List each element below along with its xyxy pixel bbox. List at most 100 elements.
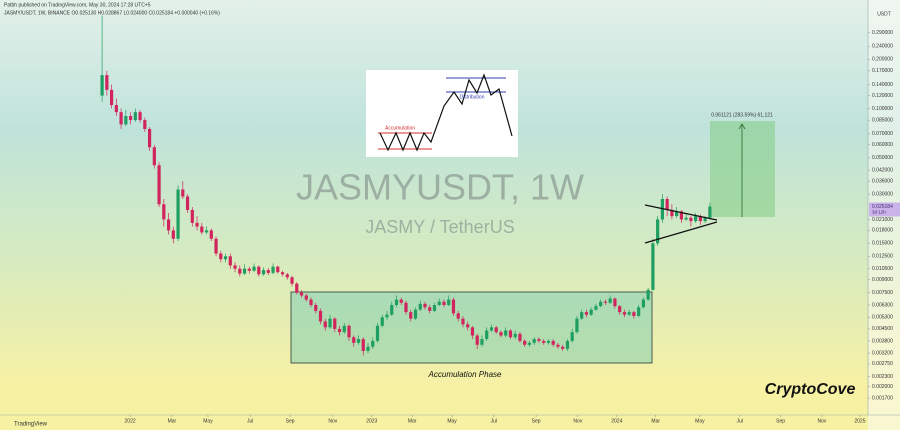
candle-body	[157, 165, 161, 205]
y-tick-label: 0.100000	[872, 106, 893, 112]
candle-body	[333, 318, 337, 329]
watermark: JASMYUSDT, 1W	[296, 167, 584, 208]
inset-label: Distribution	[459, 94, 484, 100]
candle-body	[371, 340, 375, 347]
candle-body	[679, 211, 683, 220]
candle-body	[527, 342, 532, 345]
publisher: Patbh published on TradingView.com, May …	[4, 2, 151, 8]
candle-body	[352, 337, 356, 343]
candle-body	[584, 312, 589, 315]
candle-body	[485, 330, 489, 340]
y-tick-label: 0.120000	[872, 93, 893, 99]
candle-body	[675, 211, 679, 217]
candle-body	[694, 216, 698, 222]
candle-body	[124, 116, 128, 125]
candle-body	[162, 204, 166, 220]
y-tick-label: 0.070000	[872, 131, 893, 137]
y-tick-label: 0.290000	[872, 30, 893, 36]
candle-body	[556, 344, 560, 347]
x-tick-label: Nov	[328, 418, 337, 424]
candle-body	[228, 256, 232, 266]
candle-body	[499, 332, 503, 336]
y-tick-label: 0.002300	[872, 374, 893, 380]
x-tick-label: Sep	[776, 418, 785, 424]
candle-body	[603, 301, 608, 303]
last-price-label: 0.025184	[872, 204, 893, 210]
candle-body	[342, 325, 346, 333]
candle-body	[418, 303, 422, 310]
candle-body	[447, 299, 451, 305]
candle-body	[181, 189, 185, 197]
y-tick-label: 0.003200	[872, 350, 893, 356]
candle-body	[380, 317, 384, 326]
candle-body	[494, 327, 498, 333]
candle-body	[651, 243, 655, 290]
candle-body	[257, 266, 261, 275]
candle-body	[537, 339, 541, 341]
y-tick-label: 0.018000	[872, 228, 893, 234]
candle-body	[309, 299, 313, 305]
y-tick-label: 0.001700	[872, 395, 893, 401]
y-tick-label: 0.012500	[872, 254, 893, 260]
x-tick-label: Sep	[532, 418, 541, 424]
candle-body	[513, 333, 517, 338]
candle-body	[413, 309, 418, 319]
candle-body	[565, 340, 570, 349]
target-box	[710, 121, 775, 217]
candle-body	[214, 238, 218, 254]
candle-body	[532, 339, 536, 343]
candle-body	[570, 332, 574, 341]
candle-body	[632, 312, 636, 316]
candle-body	[328, 318, 332, 328]
candle-body	[689, 217, 693, 222]
candle-body	[290, 277, 294, 284]
candle-body	[261, 270, 266, 275]
last-price-badge	[869, 202, 900, 217]
candle-body	[347, 325, 351, 338]
candle-body	[114, 105, 118, 113]
candle-body	[641, 299, 646, 308]
y-tick-label: 0.004500	[872, 326, 893, 332]
candle-body	[385, 314, 389, 318]
candle-body	[656, 219, 660, 244]
x-tick-label: Jul	[737, 418, 743, 424]
y-tick-label: 0.015000	[872, 241, 893, 247]
candle-body	[166, 219, 171, 231]
candle-body	[152, 147, 156, 166]
y-tick-label: 0.050000	[872, 155, 893, 161]
candle-body	[622, 312, 627, 315]
candle-body	[138, 112, 142, 121]
inset-path	[379, 73, 513, 152]
candle-body	[280, 272, 285, 275]
candle-body	[223, 256, 228, 260]
candle-body	[375, 325, 380, 341]
candle-body	[323, 321, 327, 328]
candle-body	[390, 304, 394, 315]
x-tick-label: May	[447, 418, 457, 424]
y-tick-label: 0.060000	[872, 142, 893, 148]
candle-body	[176, 189, 180, 239]
candle-body	[143, 120, 147, 129]
y-tick-label: 0.009000	[872, 277, 893, 283]
candle-body	[185, 196, 190, 210]
candle-body	[428, 307, 432, 311]
y-tick-label: 0.085000	[872, 117, 893, 123]
x-tick-label: Mar	[651, 418, 660, 424]
candle-body	[171, 230, 175, 239]
candle-body	[608, 298, 612, 303]
y-tick-label: 0.002000	[872, 384, 893, 390]
candle-body	[594, 306, 598, 310]
x-tick-label: May	[695, 418, 705, 424]
x-tick-label: Sep	[286, 418, 295, 424]
candle-body	[252, 266, 256, 271]
candle-body	[295, 283, 299, 293]
y-tick-label: 0.021000	[872, 217, 893, 223]
candle-body	[480, 339, 484, 345]
candle-body	[238, 268, 242, 274]
y-tick-label: 0.030000	[872, 191, 893, 197]
candle-body	[399, 299, 403, 303]
candle-body	[314, 304, 318, 311]
candle-body	[637, 307, 641, 316]
candle-body	[670, 209, 674, 217]
